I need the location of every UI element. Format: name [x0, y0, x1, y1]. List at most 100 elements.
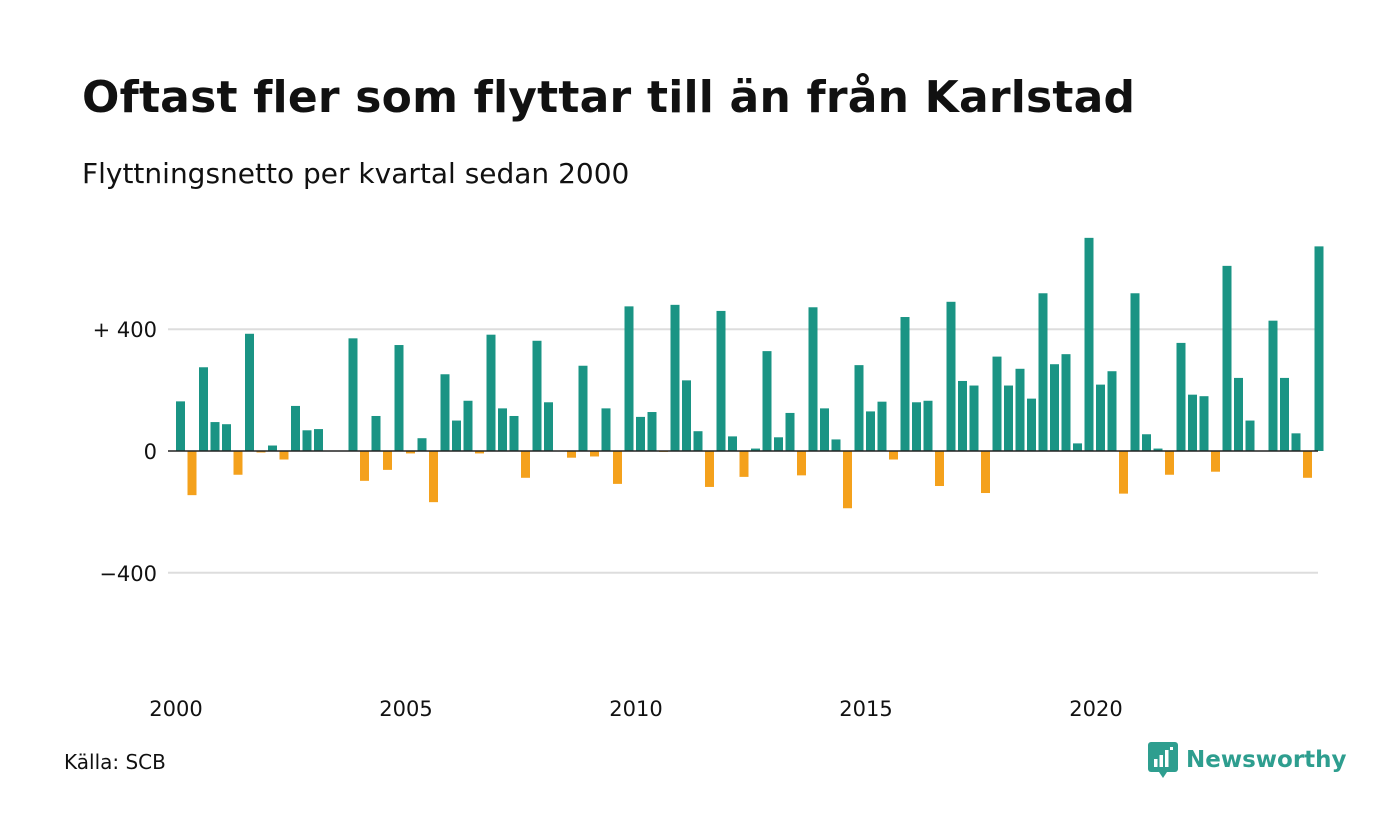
- bar: [1245, 420, 1255, 451]
- bar: [682, 380, 691, 451]
- bar: [797, 451, 806, 476]
- bar: [417, 438, 427, 451]
- bar: [210, 422, 220, 451]
- bar: [751, 448, 760, 451]
- bar: [1027, 398, 1036, 451]
- bar: [348, 338, 358, 451]
- bar: [716, 310, 726, 451]
- bar: [1119, 451, 1128, 494]
- source-label: Källa: SCB: [64, 750, 166, 774]
- bar: [187, 451, 197, 496]
- bar: [762, 351, 772, 451]
- bar: [1303, 451, 1312, 478]
- bar: [567, 451, 576, 458]
- bar: [1176, 342, 1186, 451]
- bar: [1142, 434, 1151, 451]
- bar: [314, 429, 323, 451]
- bar: [946, 301, 956, 451]
- newsworthy-logo-icon: [1148, 742, 1178, 778]
- bar: [728, 436, 737, 451]
- y-tick-label: + 400: [93, 318, 157, 342]
- bar: [613, 451, 622, 484]
- bar: [900, 317, 910, 451]
- chart-subtitle: Flyttningsnetto per kvartal sedan 2000: [82, 157, 630, 190]
- y-tick-label: 0: [144, 440, 157, 464]
- bar: [1314, 246, 1324, 451]
- bar: [1073, 443, 1082, 451]
- bar: [601, 408, 611, 451]
- bar: [693, 431, 703, 451]
- bar: [1015, 368, 1025, 451]
- bar: [624, 306, 634, 451]
- bar: [268, 445, 277, 451]
- bar: [1096, 384, 1105, 451]
- bar: [820, 408, 829, 451]
- bar: [521, 451, 530, 478]
- bar: [935, 451, 944, 487]
- bar: [279, 451, 289, 460]
- bar: [1234, 377, 1243, 451]
- bar: [1188, 394, 1197, 451]
- bar: [670, 304, 680, 451]
- brand-logo: Newsworthy: [1148, 742, 1347, 778]
- bar: [1107, 371, 1117, 451]
- bar: [406, 451, 415, 454]
- bar: [486, 334, 496, 451]
- bar: [1061, 354, 1071, 451]
- bar: [877, 401, 887, 451]
- bar: [371, 415, 381, 451]
- y-tick-label: −400: [99, 562, 157, 586]
- bar: [912, 402, 921, 451]
- bar: [889, 451, 898, 460]
- bar: [256, 451, 266, 453]
- bar: [636, 416, 645, 451]
- bar: [532, 340, 542, 451]
- bar: [1211, 451, 1220, 472]
- bar: [1153, 448, 1163, 451]
- bar: [981, 451, 990, 494]
- brand-name: Newsworthy: [1186, 747, 1347, 773]
- bar: [969, 385, 979, 451]
- bar: [1165, 451, 1174, 475]
- bar: [429, 451, 438, 503]
- bar: [1084, 237, 1094, 451]
- bar: [1268, 320, 1278, 451]
- bar: [233, 451, 243, 475]
- bar: [774, 437, 783, 451]
- bar: [578, 365, 588, 451]
- bar: [498, 408, 507, 451]
- chart-title: Oftast fler som flyttar till än från Kar…: [82, 72, 1136, 123]
- bar: [1050, 364, 1059, 451]
- x-tick-label: 2000: [149, 697, 202, 721]
- bar: [958, 380, 967, 451]
- bar: [463, 400, 473, 451]
- bar: [302, 430, 312, 451]
- x-tick-label: 2005: [379, 697, 432, 721]
- bar-chart: + 400 0 −400 2000 2005 2010 2015 2020: [93, 237, 1324, 721]
- bar: [245, 333, 254, 451]
- x-tick-label: 2015: [839, 697, 892, 721]
- bar: [831, 439, 841, 451]
- bar: [590, 451, 599, 457]
- bar: [1291, 433, 1301, 451]
- bar: [199, 367, 208, 451]
- bar: [808, 307, 818, 451]
- bar: [544, 402, 553, 451]
- bar: [475, 451, 484, 454]
- bar: [383, 451, 392, 470]
- bar: [739, 451, 749, 477]
- bar: [843, 451, 852, 509]
- x-tick-label: 2020: [1069, 697, 1122, 721]
- bar: [866, 411, 875, 451]
- bar: [785, 412, 795, 451]
- bar: [1280, 377, 1289, 451]
- bar: [992, 356, 1002, 451]
- bar: [509, 415, 519, 451]
- bar: [1004, 385, 1013, 451]
- bar: [854, 365, 864, 451]
- bar: [923, 400, 933, 451]
- bar: [452, 420, 461, 451]
- bar: [394, 345, 404, 451]
- bar: [1222, 265, 1232, 451]
- bar: [176, 401, 185, 451]
